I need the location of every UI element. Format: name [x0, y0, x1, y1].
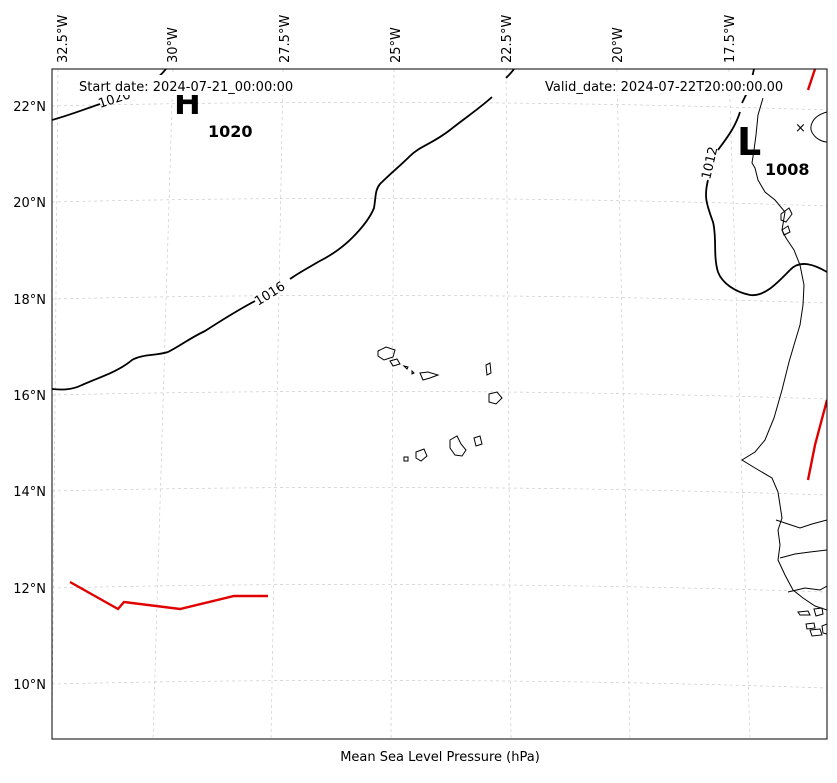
lat-tick-labels: 22°N 20°N 18°N 16°N 14°N 12°N 10°N	[13, 100, 46, 693]
isobar-1012	[705, 111, 827, 296]
coastal-islets	[780, 207, 793, 236]
low-pressure-symbol: L	[737, 120, 761, 164]
lon-tick-labels: 32.5°W 30°W 27.5°W 25°W 22.5°W 20°W 17.5…	[56, 15, 738, 63]
isobar-1016	[52, 69, 515, 391]
lat-tick-label: 12°N	[13, 582, 46, 597]
high-pressure-value: 1020	[208, 122, 253, 141]
map-frame	[51, 68, 828, 740]
lon-tick-label: 25°W	[389, 27, 404, 63]
meridian-27-5w	[270, 69, 284, 739]
lon-tick-label: 27.5°W	[278, 15, 293, 63]
isobar-label-1012: 1012	[699, 145, 721, 181]
parallel-12n	[52, 583, 827, 593]
map-area: 1020 1016 1012 H 1020 L 1008 × Start dat…	[52, 69, 827, 739]
meridian-20w	[616, 69, 631, 739]
lat-tick-label: 18°N	[13, 293, 46, 308]
valid-date-label: Valid_date: 2024-07-22T20:00:00.00	[545, 80, 783, 95]
front-northeast	[806, 69, 817, 91]
lat-tick-label: 16°N	[13, 389, 46, 404]
meridian-17-5w	[728, 69, 751, 739]
graticule	[52, 69, 827, 739]
meridian-32-5w	[52, 69, 59, 739]
parallel-10n	[52, 679, 827, 689]
cape-verde-islands	[377, 346, 503, 462]
lon-tick-label: 22.5°W	[500, 15, 515, 63]
low-pressure-value: 1008	[765, 160, 810, 179]
front-southwest	[69, 580, 268, 611]
lat-tick-label: 22°N	[13, 100, 46, 115]
low-center-marker: ×	[795, 121, 806, 136]
parallel-16n	[52, 390, 827, 400]
fronts	[69, 69, 827, 611]
start-date-label: Start date: 2024-07-21_00:00:00	[79, 80, 293, 95]
meridian-25w	[390, 69, 395, 739]
lat-tick-label: 20°N	[13, 196, 46, 211]
lon-tick-label: 20°W	[611, 27, 626, 63]
lat-tick-label: 10°N	[13, 678, 46, 693]
parallel-18n	[52, 294, 827, 304]
parallel-14n	[52, 486, 827, 496]
meridian-22-5w	[505, 69, 512, 739]
parallel-22n	[52, 101, 827, 111]
map-xlabel: Mean Sea Level Pressure (hPa)	[340, 750, 540, 765]
lon-tick-label: 30°W	[166, 27, 181, 63]
front-east	[806, 399, 827, 481]
parallel-20n	[52, 197, 827, 207]
meridian-30w	[152, 69, 174, 739]
lon-tick-label: 17.5°W	[723, 15, 738, 63]
lat-tick-label: 14°N	[13, 485, 46, 500]
lon-tick-label: 32.5°W	[56, 15, 71, 63]
coastline-africa	[741, 97, 827, 637]
